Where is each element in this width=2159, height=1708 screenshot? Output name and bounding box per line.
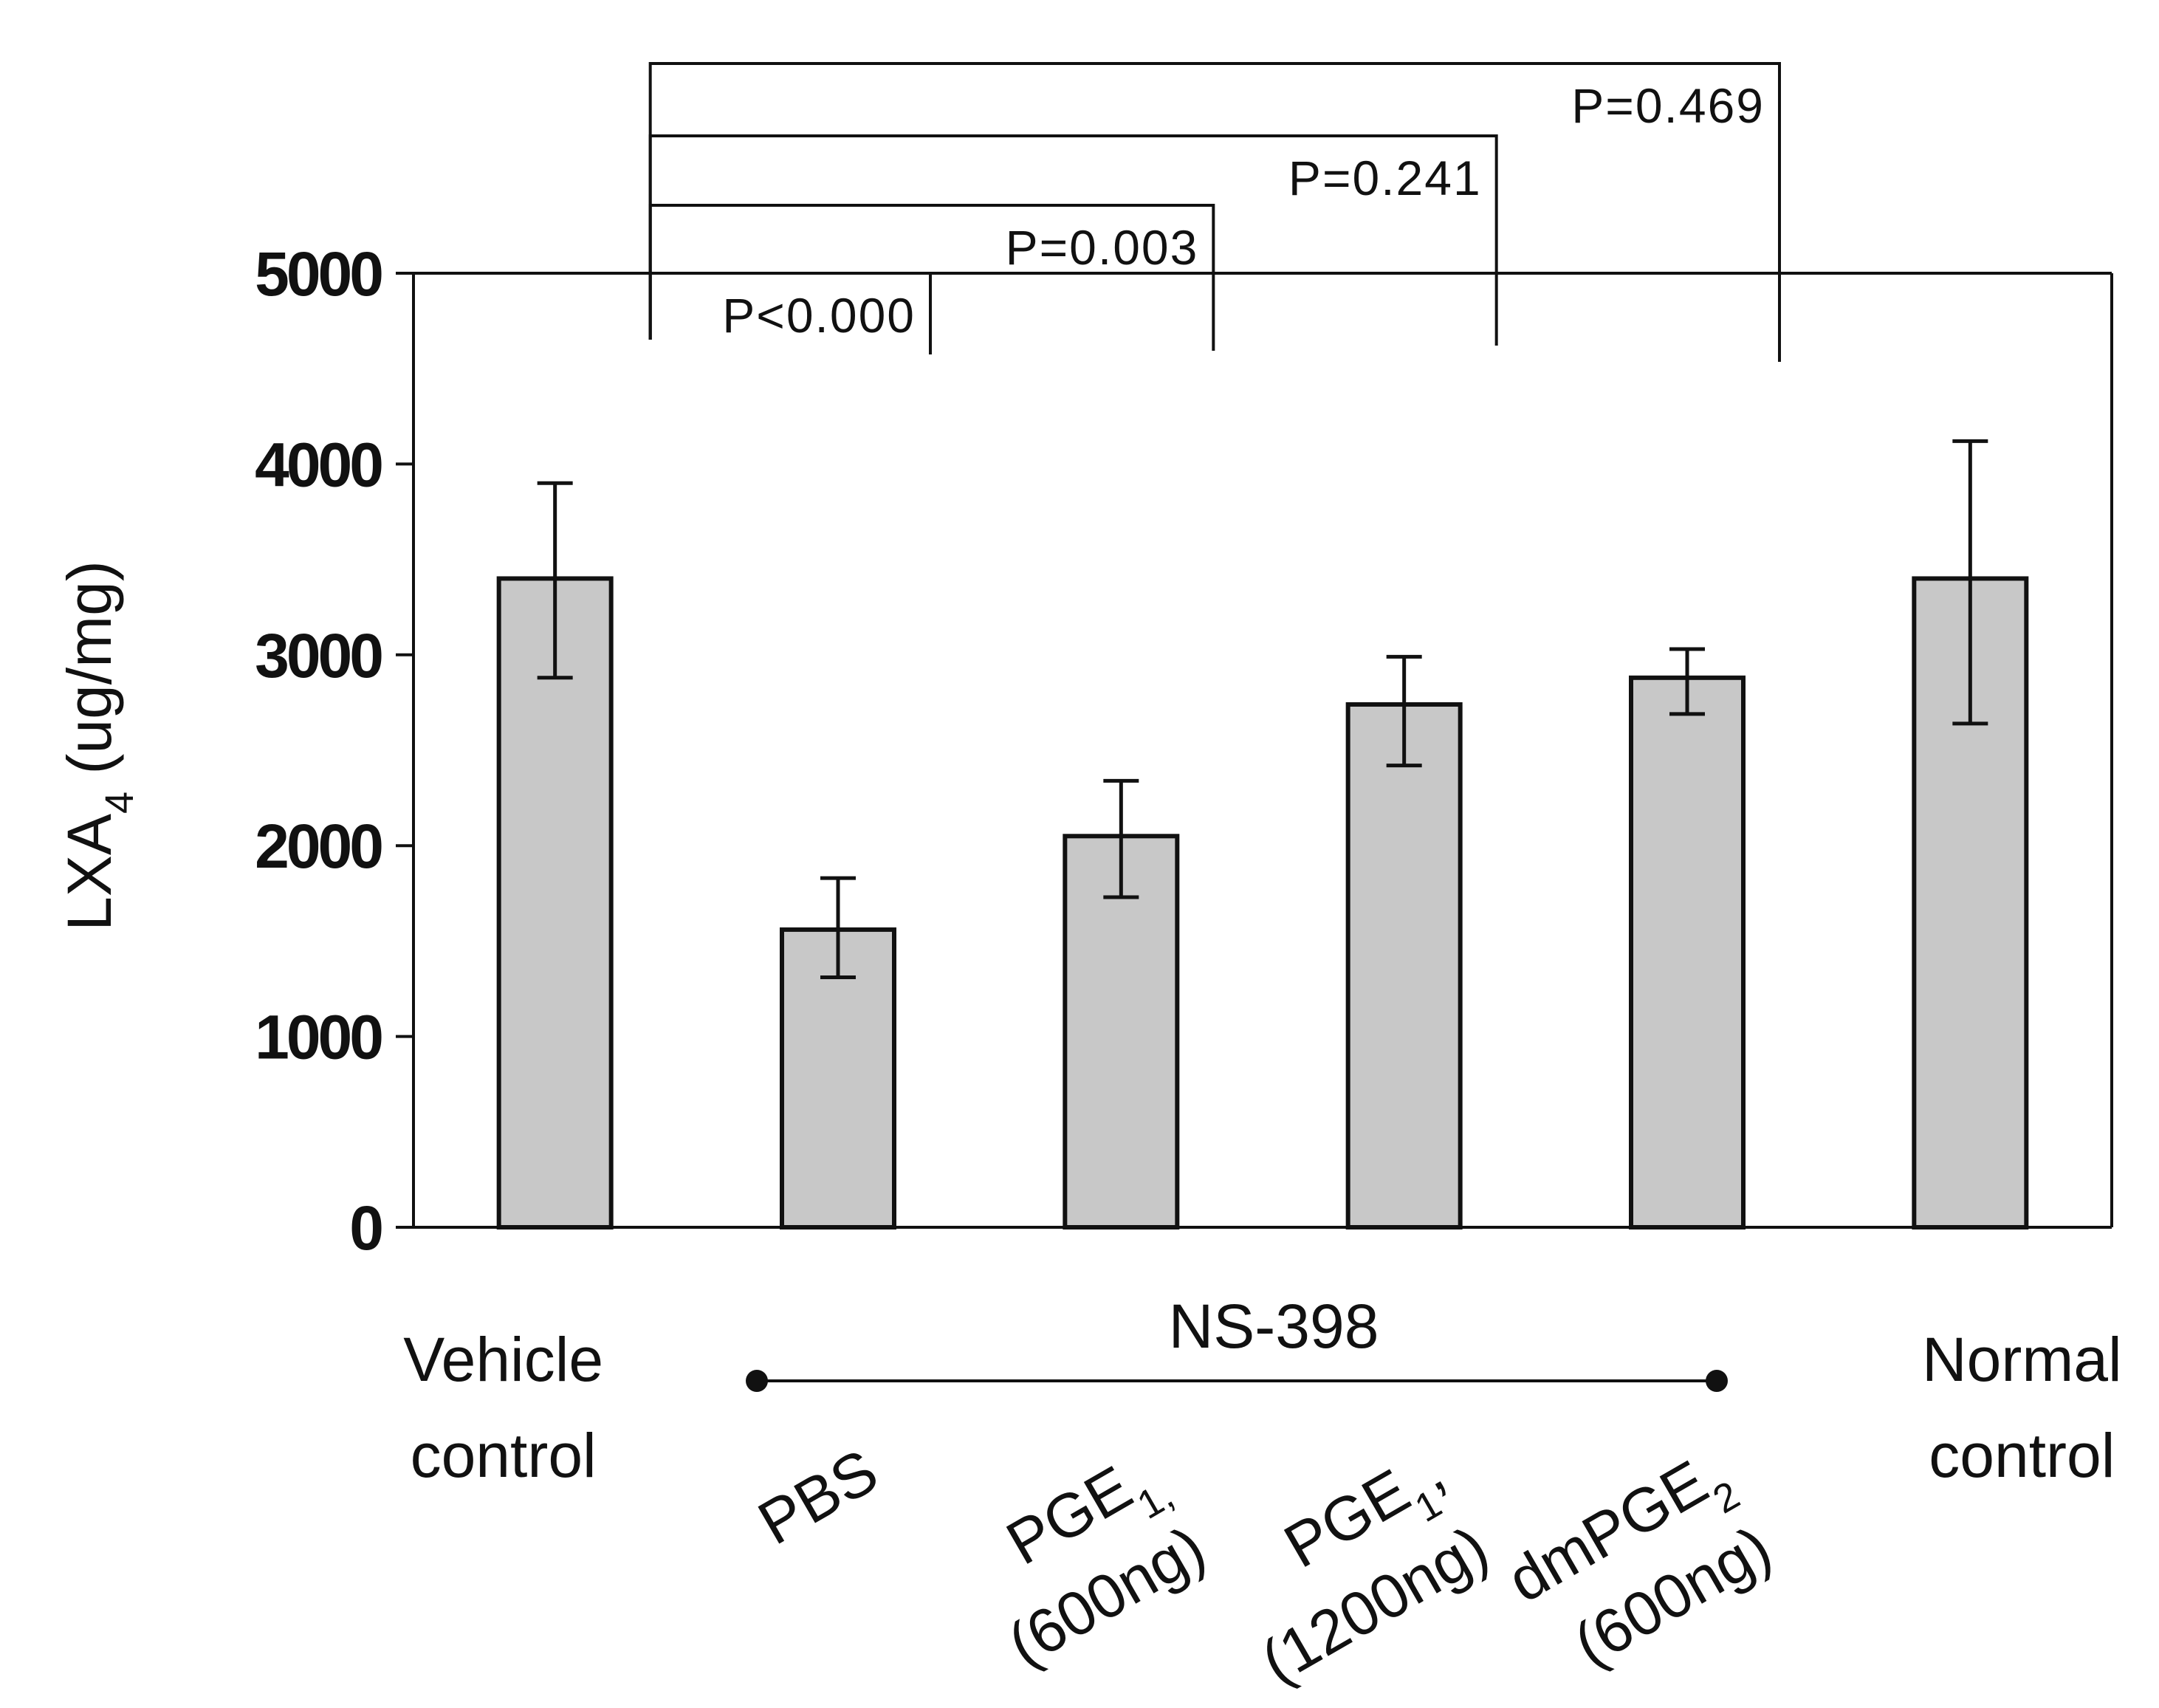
group-label: NS-398 [1169,1292,1379,1361]
group-span-end-dot [1706,1370,1728,1392]
chart-axes [396,272,2113,1229]
y-axis-label: LXA4 (ug/mg) [55,560,142,931]
bar [1345,702,1463,1229]
y-tick-label: 3000 [255,621,382,690]
bars [496,576,2029,1229]
error-bars [537,439,1988,979]
bar [1063,834,1180,1229]
y-tick-label: 0 [349,1193,382,1263]
p-value-label: P=0.003 [1006,220,1199,275]
error-bar [1103,778,1139,899]
category-label: Vehicle control [403,1325,603,1490]
category-label-line: Vehicle [403,1325,603,1394]
category-label: PGE1,(1200ng) [1249,1436,1499,1696]
error-bar [1952,439,1988,726]
bar [1629,675,1746,1229]
y-tick-label: 1000 [255,1003,382,1072]
category-label-line: PBS [746,1436,889,1557]
y-label-main: LXA [55,814,124,931]
group-annotation: NS-398 [746,1292,1728,1392]
category-label: Normal control [1922,1325,2122,1490]
y-tick-label: 5000 [255,239,382,309]
error-bar [820,876,856,979]
y-tick-labels: 0 1000 2000 3000 4000 5000 [255,239,385,1263]
error-bar [537,481,573,680]
error-bar [1669,647,1705,716]
p-value-label: P<0.000 [722,288,916,343]
y-tick-label: 2000 [255,812,382,881]
category-label-line: control [411,1421,597,1490]
p-value-label: P=0.241 [1288,151,1482,205]
p-value-label: P=0.469 [1571,78,1765,133]
category-label: PBS [746,1436,889,1557]
category-label: dmPGE2(600ng) [1496,1447,1782,1679]
category-label: PGE1,(600ng) [995,1453,1217,1680]
y-label-unit: (ug/mg) [55,560,124,792]
y-tick-label: 4000 [255,430,382,499]
comparison-bracket: P=0.241 [648,134,1498,346]
comparison-bracket: P<0.000 [648,272,932,354]
comparison-bracket: P=0.469 [648,62,1781,362]
error-bar [1386,654,1422,768]
category-label-line: Normal [1922,1325,2122,1394]
significance-brackets: P<0.000 P=0.003 P=0.241 P=0.469 [648,62,1781,362]
group-span-start-dot [746,1370,768,1392]
y-label-subscript: 4 [97,792,142,814]
category-label-line: control [1929,1421,2115,1490]
bar [496,576,614,1229]
